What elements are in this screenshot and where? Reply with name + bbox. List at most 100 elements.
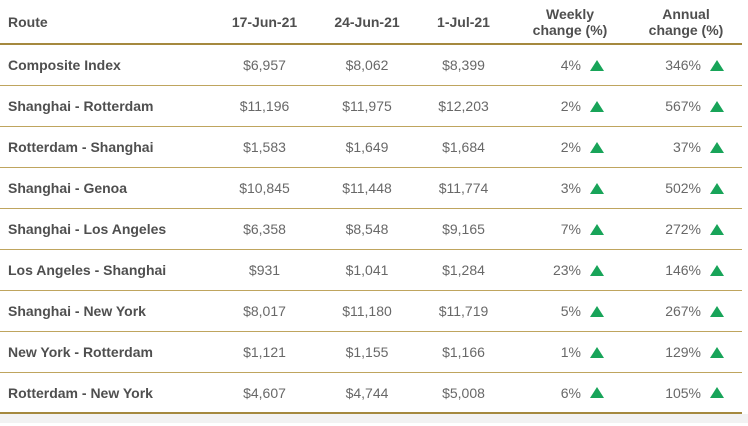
header-weekly-change-label: Weekly change (%) [532, 5, 608, 38]
table-body: Composite Index $6,957 $8,062 $8,399 4% … [0, 45, 742, 414]
annual-change-cell: 146% [630, 262, 742, 278]
freight-rates-table: Route 17-Jun-21 24-Jun-21 1-Jul-21 Weekl… [0, 0, 742, 414]
up-triangle-icon [590, 182, 604, 194]
header-route: Route [8, 13, 48, 30]
weekly-change-cell: 7% [510, 221, 630, 237]
up-triangle-icon [710, 264, 724, 276]
route-name: Los Angeles - Shanghai [8, 262, 167, 278]
rate-17-jun-21: $1,121 [243, 344, 286, 360]
up-triangle-icon [590, 223, 604, 235]
weekly-change-value: 6% [560, 384, 581, 401]
table-row: Shanghai - New York $8,017 $11,180 $11,7… [0, 291, 742, 332]
rate-17-jun-21: $11,196 [239, 98, 290, 114]
weekly-change-cell: 2% [510, 98, 630, 114]
up-triangle-icon [590, 305, 604, 317]
weekly-change-cell: 2% [510, 139, 630, 155]
annual-change-value: 146% [665, 262, 701, 278]
up-triangle-icon [710, 387, 724, 398]
rate-24-jun-21: $1,155 [345, 344, 389, 360]
header-weekly-change: Weekly change (%) [510, 6, 630, 38]
rate-24-jun-21: $4,744 [345, 384, 389, 401]
route-name: Rotterdam - Shanghai [8, 139, 154, 155]
annual-change-cell: 129% [630, 344, 742, 360]
rate-1-jul-21: $9,165 [442, 221, 485, 237]
header-annual-change-label: Annual change (%) [648, 5, 724, 38]
annual-change-value: 267% [665, 303, 701, 319]
header-date-24-jun-21: 24-Jun-21 [334, 13, 400, 30]
weekly-change-value: 3% [560, 180, 581, 196]
rate-17-jun-21: $6,957 [243, 57, 286, 73]
table-row: Shanghai - Rotterdam $11,196 $11,975 $12… [0, 86, 742, 127]
weekly-change-cell: 3% [510, 180, 630, 196]
annual-change-cell: 267% [630, 303, 742, 319]
table-row: Rotterdam - New York $4,607 $4,744 $5,00… [0, 373, 742, 414]
route-name: Shanghai - Los Angeles [8, 221, 167, 237]
rate-1-jul-21: $11,719 [438, 303, 489, 319]
weekly-change-value: 4% [560, 57, 581, 73]
header-annual-change: Annual change (%) [630, 6, 742, 38]
up-triangle-icon [710, 346, 724, 358]
weekly-change-cell: 4% [510, 57, 630, 73]
weekly-change-cell: 6% [510, 385, 630, 401]
rate-1-jul-21: $11,774 [438, 180, 489, 196]
rate-1-jul-21: $5,008 [442, 384, 485, 401]
route-name: Shanghai - Genoa [8, 180, 128, 196]
weekly-change-value: 7% [560, 221, 581, 237]
annual-change-value: 502% [665, 180, 701, 196]
annual-change-value: 37% [672, 139, 701, 155]
rate-1-jul-21: $12,203 [438, 98, 489, 114]
annual-change-value: 272% [665, 221, 701, 237]
rate-17-jun-21: $6,358 [243, 221, 286, 237]
rate-17-jun-21: $931 [248, 262, 281, 278]
route-name: Rotterdam - New York [8, 384, 153, 401]
up-triangle-icon [710, 223, 724, 235]
table-row: Rotterdam - Shanghai $1,583 $1,649 $1,68… [0, 127, 742, 168]
rate-1-jul-21: $1,284 [442, 262, 485, 278]
rate-1-jul-21: $1,684 [442, 139, 485, 155]
annual-change-cell: 567% [630, 98, 742, 114]
table-header-row: Route 17-Jun-21 24-Jun-21 1-Jul-21 Weekl… [0, 0, 742, 45]
weekly-change-cell: 5% [510, 303, 630, 319]
up-triangle-icon [590, 141, 604, 153]
annual-change-value: 105% [665, 384, 701, 401]
route-name: Shanghai - New York [8, 303, 146, 319]
rate-17-jun-21: $1,583 [243, 139, 286, 155]
table-row: New York - Rotterdam $1,121 $1,155 $1,16… [0, 332, 742, 373]
annual-change-value: 129% [665, 344, 701, 360]
rate-24-jun-21: $11,180 [342, 303, 392, 319]
annual-change-cell: 502% [630, 180, 742, 196]
annual-change-cell: 346% [630, 57, 742, 73]
rate-1-jul-21: $1,166 [442, 344, 485, 360]
weekly-change-value: 1% [560, 344, 581, 360]
route-name: Composite Index [8, 57, 121, 73]
weekly-change-value: 23% [552, 262, 581, 278]
rate-17-jun-21: $10,845 [239, 180, 290, 196]
rate-24-jun-21: $8,062 [345, 57, 389, 73]
annual-change-value: 346% [665, 57, 701, 73]
weekly-change-value: 2% [560, 98, 581, 114]
bottom-margin-strip [0, 414, 748, 423]
rate-1-jul-21: $8,399 [442, 57, 485, 73]
table-row: Los Angeles - Shanghai $931 $1,041 $1,28… [0, 250, 742, 291]
table-row: Shanghai - Genoa $10,845 $11,448 $11,774… [0, 168, 742, 209]
annual-change-cell: 37% [630, 139, 742, 155]
table-row: Composite Index $6,957 $8,062 $8,399 4% … [0, 45, 742, 86]
annual-change-cell: 105% [630, 385, 742, 401]
weekly-change-cell: 1% [510, 344, 630, 360]
rate-24-jun-21: $1,649 [345, 139, 389, 155]
rate-24-jun-21: $11,448 [342, 180, 392, 196]
up-triangle-icon [710, 100, 724, 112]
rate-24-jun-21: $8,548 [345, 221, 389, 237]
up-triangle-icon [590, 346, 604, 358]
route-name: New York - Rotterdam [8, 344, 153, 360]
up-triangle-icon [710, 305, 724, 317]
weekly-change-value: 5% [560, 303, 581, 319]
rate-24-jun-21: $11,975 [342, 98, 392, 114]
annual-change-cell: 272% [630, 221, 742, 237]
rate-17-jun-21: $8,017 [243, 303, 286, 319]
weekly-change-value: 2% [560, 139, 581, 155]
weekly-change-cell: 23% [510, 262, 630, 278]
up-triangle-icon [590, 59, 604, 71]
up-triangle-icon [710, 141, 724, 153]
up-triangle-icon [590, 264, 604, 276]
